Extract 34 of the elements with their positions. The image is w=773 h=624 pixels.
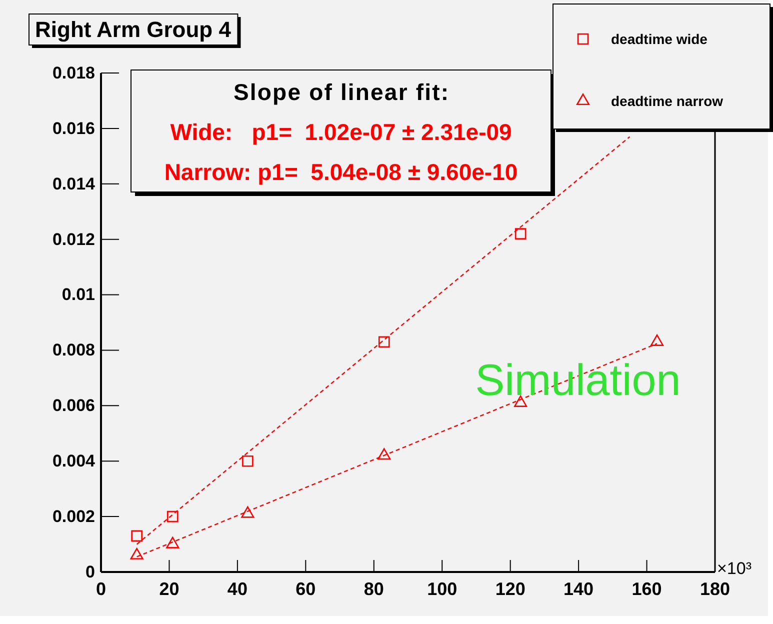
x-tick-label: 80	[364, 578, 384, 599]
legend-label: deadtime narrow	[611, 93, 724, 109]
x-tick-label: 140	[564, 578, 594, 599]
x-tick-label: 180	[700, 578, 730, 599]
x-tick-label: 20	[159, 578, 180, 599]
point	[650, 334, 664, 346]
y-tick-label: 0.016	[52, 118, 95, 138]
point	[242, 455, 254, 467]
x-tick-label: 160	[632, 578, 662, 599]
y-tick-label: 0.004	[52, 452, 96, 471]
point	[241, 506, 254, 518]
x-tick-label: 120	[495, 578, 526, 599]
y-tick-label: 0.002	[52, 506, 95, 526]
annotation: Wide: p1= 1.02e-07 ± 2.31e-09	[170, 119, 512, 145]
annotation: Narrow: p1= 5.04e-08 ± 9.60e-10	[164, 159, 518, 185]
point	[378, 448, 391, 460]
chart-title: Right Arm Group 4	[35, 17, 232, 42]
point	[166, 536, 180, 548]
y-tick-label: 0.014	[52, 174, 96, 194]
y-tick-label: 0.008	[52, 340, 95, 360]
annotation: Slope of linear fit:	[234, 79, 448, 105]
point	[378, 336, 390, 348]
x-tick-label: 60	[296, 578, 316, 599]
x-tick-label: 40	[227, 578, 248, 599]
x-axis-title: ×10³	[717, 559, 752, 578]
y-tick-label: 0.012	[52, 230, 95, 249]
point	[514, 228, 526, 240]
y-tick-label: 0.018	[52, 63, 95, 82]
y-tick-label: 0.01	[62, 285, 95, 304]
x-tick-label: 100	[427, 578, 458, 599]
y-tick-label: 0.006	[52, 396, 95, 416]
legend-label: deadtime wide	[611, 31, 708, 47]
point	[130, 548, 144, 560]
y-tick-label: 0	[86, 562, 95, 582]
